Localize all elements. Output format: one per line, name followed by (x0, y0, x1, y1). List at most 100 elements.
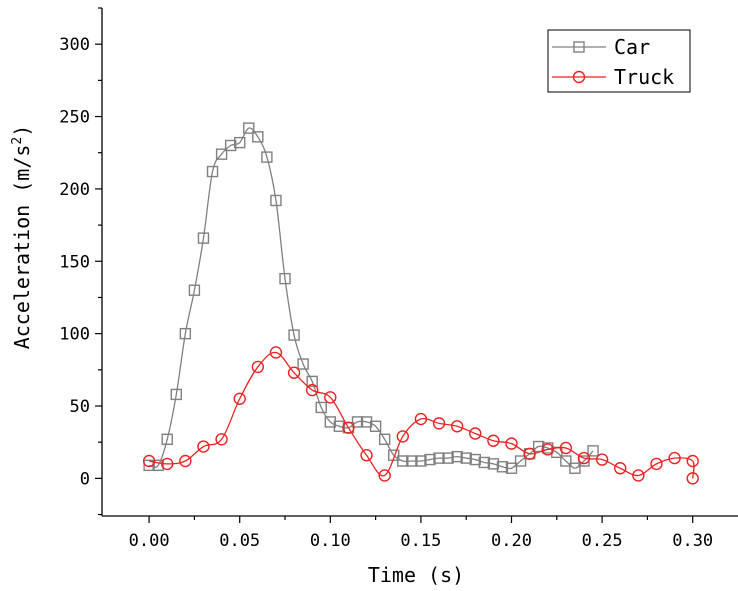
y-tick-label: 250 (59, 108, 90, 128)
x-tick-label: 0.05 (219, 531, 260, 551)
truck-point (396, 430, 409, 443)
car-point (469, 453, 481, 466)
car-point (261, 151, 273, 163)
legend-car-marker (573, 41, 585, 53)
car-point (224, 139, 237, 152)
x-tick-label: 0.10 (310, 531, 351, 551)
car-point (378, 433, 391, 445)
truck-point (505, 437, 518, 450)
car-point (487, 458, 500, 470)
car-point (351, 416, 364, 428)
x-tick-label: 0.15 (400, 531, 441, 551)
y-tick-label: 0 (80, 469, 90, 489)
car-point (478, 456, 491, 469)
car-point (587, 445, 599, 457)
truck-point (487, 434, 500, 447)
truck-point (378, 469, 391, 482)
y-axis-title-close: ) (10, 125, 34, 137)
truck-point (686, 454, 699, 468)
truck-point (632, 469, 645, 482)
car-point (206, 165, 219, 178)
y-tick-label: 100 (59, 325, 90, 345)
car-point (406, 455, 418, 467)
truck-point (305, 383, 319, 397)
truck-point (523, 447, 536, 460)
car-point (252, 131, 264, 143)
car-point (560, 455, 572, 467)
car-point (388, 449, 400, 461)
series-car (143, 122, 599, 474)
truck-point (179, 454, 192, 468)
truck-point (269, 346, 283, 359)
y-axis-title: Acceleration (m/s2) (10, 125, 34, 350)
truck-point (650, 457, 663, 471)
y-tick-label: 200 (59, 180, 90, 200)
truck-point (287, 366, 301, 379)
car-point (243, 122, 255, 134)
car-point (234, 136, 246, 149)
y-tick-label: 300 (59, 35, 90, 55)
car-point (288, 329, 300, 341)
y-tick-label: 150 (59, 252, 90, 272)
truck-point (614, 462, 627, 475)
car-point (306, 375, 318, 388)
car-point (505, 462, 518, 474)
truck-point (342, 421, 355, 434)
series-layer (142, 122, 699, 485)
car-point (514, 455, 527, 467)
legend-car-label: Car (614, 35, 650, 59)
x-tick-label: 0.25 (582, 531, 623, 551)
car-point (215, 148, 228, 160)
truck-point (577, 451, 591, 465)
car-point (188, 284, 201, 296)
x-tick-label: 0.20 (491, 531, 532, 551)
car-point (170, 388, 182, 401)
truck-point (142, 454, 156, 468)
car-point (496, 461, 509, 473)
legend-box (547, 29, 691, 93)
car-point (442, 452, 454, 464)
truck-point (414, 412, 428, 426)
car-point (143, 459, 155, 472)
truck-point (360, 449, 373, 462)
y-axis-title-sup: 2 (10, 137, 25, 145)
car-point (460, 452, 472, 464)
truck-point (251, 360, 265, 374)
y-tick-label: 50 (70, 397, 90, 417)
truck-point (233, 392, 246, 405)
car-point (433, 452, 445, 464)
car-point (451, 450, 463, 463)
car-point (270, 194, 282, 207)
legend: Car Truck (547, 29, 691, 93)
car-point (279, 272, 291, 285)
car-point (179, 327, 192, 340)
x-tick-label: 0.00 (129, 531, 170, 551)
legend-truck-marker (572, 70, 586, 84)
truck-point (197, 440, 210, 453)
series-truck-line (148, 351, 695, 479)
truck-point (450, 420, 464, 433)
truck-point (595, 453, 609, 466)
truck-point (559, 441, 573, 455)
car-point (161, 433, 173, 445)
car-point (197, 232, 210, 244)
axes: 0.00 0.05 0.10 0.15 0.20 0.25 0.30 0 50 100 150 200… (59, 7, 738, 551)
truck-point (469, 427, 482, 440)
truck-point (432, 417, 446, 430)
car-point (569, 462, 581, 474)
car-point (315, 401, 327, 414)
truck-point (324, 391, 337, 404)
truck-point (686, 472, 699, 485)
x-tick-label: 0.30 (672, 531, 713, 551)
truck-point (161, 457, 174, 471)
car-point (424, 453, 436, 466)
x-axis-title: Time (s) (368, 563, 464, 587)
car-point (333, 420, 346, 432)
legend-truck-label: Truck (614, 65, 674, 89)
car-point (369, 420, 382, 432)
y-axis-title-main: Acceleration (m/s (10, 145, 34, 350)
truck-point (541, 443, 554, 456)
car-point (415, 455, 427, 467)
car-point (297, 358, 309, 370)
